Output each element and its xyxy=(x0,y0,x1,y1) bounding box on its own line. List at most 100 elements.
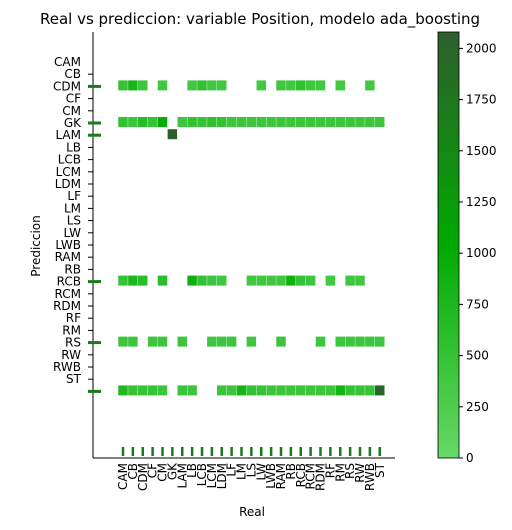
heatmap-cell xyxy=(345,336,355,347)
heatmap-cell xyxy=(335,336,345,347)
x-tick-label: LW xyxy=(254,463,268,481)
heatmap-cell xyxy=(345,117,355,127)
heatmap-cell xyxy=(355,385,365,396)
heatmap-cell xyxy=(118,385,128,396)
y-tick-label: LS xyxy=(67,214,81,228)
heatmap-cell xyxy=(345,275,355,286)
heatmap-cell xyxy=(217,336,227,347)
x-tick-label: CF xyxy=(146,463,160,478)
y-tick-label: RS xyxy=(65,336,81,350)
y-tick-label: CAM xyxy=(54,55,81,69)
y-tick-label: LCB xyxy=(58,153,81,167)
heatmap-cell xyxy=(138,117,148,127)
heatmap-cell xyxy=(226,385,237,396)
y-tick-label: ST xyxy=(66,372,82,386)
heatmap-cell xyxy=(375,385,385,396)
x-tick-label: LF xyxy=(225,463,239,477)
y-tick-label: RB xyxy=(64,262,81,276)
heatmap-cell xyxy=(345,385,355,396)
heatmap-cell xyxy=(128,336,138,347)
heatmap-cell xyxy=(305,80,316,91)
heatmap-cell xyxy=(118,117,128,127)
heatmap-cell xyxy=(197,117,207,127)
heatmap-cell xyxy=(118,336,128,347)
heatmap-cell xyxy=(197,80,207,91)
heatmap-cell xyxy=(207,275,217,286)
y-tick-label: CB xyxy=(64,67,81,81)
x-tick-label: LS xyxy=(244,463,258,477)
x-tick-label: CDM xyxy=(136,463,150,491)
heatmap-cell xyxy=(286,275,296,286)
colorbar-gradient xyxy=(437,31,460,459)
heatmap-cell xyxy=(266,275,276,286)
heatmap-cell xyxy=(325,117,336,127)
heatmap-cell xyxy=(276,336,286,347)
heatmap-cell xyxy=(226,117,237,127)
heatmap-cell xyxy=(226,336,237,347)
heatmap-cell xyxy=(355,117,365,127)
heatmap-cell xyxy=(335,385,345,396)
y-tick-label: CDM xyxy=(53,79,81,93)
heatmap-cell xyxy=(276,117,286,127)
heatmap-cell xyxy=(246,336,257,347)
heatmap-cell xyxy=(246,117,257,127)
heatmap-cell xyxy=(296,275,306,286)
heatmap-cell xyxy=(276,385,286,396)
heatmap-cell xyxy=(177,336,187,347)
heatmap-cell xyxy=(266,117,276,127)
heatmap-cell xyxy=(157,336,168,347)
heatmap-cell xyxy=(365,385,375,396)
heatmap-cell xyxy=(157,117,168,127)
heatmap-cell xyxy=(138,275,148,286)
heatmap-cell xyxy=(315,117,326,127)
heatmap-cell xyxy=(335,117,345,127)
heatmap-cell xyxy=(365,117,375,127)
x-tick-label: RWB xyxy=(363,463,377,491)
y-tick-label: LB xyxy=(66,140,81,154)
heatmap-cell xyxy=(355,336,365,347)
x-tick-label: RB xyxy=(284,463,298,480)
heatmap-cell xyxy=(167,129,178,140)
heatmap-cell xyxy=(256,80,266,91)
heatmap-cell xyxy=(305,117,316,127)
heatmap-cell xyxy=(138,80,148,91)
heatmap-cell xyxy=(177,385,187,396)
heatmap-cell xyxy=(246,385,257,396)
y-tick-label: LW xyxy=(64,226,82,240)
heatmap-cell xyxy=(296,80,306,91)
heatmap-cell xyxy=(315,385,326,396)
heatmap-cell xyxy=(138,385,148,396)
chart-title: Real vs prediccion: variable Position, m… xyxy=(40,10,480,29)
x-tick-label: RCM xyxy=(304,463,318,489)
x-tick-label: RM xyxy=(333,463,347,482)
heatmap-cell xyxy=(246,275,257,286)
x-tick-label: LAM xyxy=(175,463,189,489)
x-tick-label: LCB xyxy=(195,463,209,486)
y-axis-label: Prediccion xyxy=(29,215,43,277)
x-tick-label: LWB xyxy=(264,463,278,489)
colorbar-tick-label: 1000 xyxy=(466,246,497,260)
heatmap-cell xyxy=(128,275,138,286)
heatmap-cell xyxy=(236,117,247,127)
heatmap-cell xyxy=(305,385,316,396)
x-tick-label: LM xyxy=(235,463,249,480)
x-tick-label: RDM xyxy=(314,463,328,491)
heatmap-cell xyxy=(375,117,385,127)
heatmap-cell xyxy=(177,117,187,127)
heatmap-cell xyxy=(236,385,247,396)
heatmap-cell xyxy=(128,80,138,91)
heatmap-cell xyxy=(296,117,306,127)
heatmap-cell xyxy=(355,275,365,286)
heatmap-cell xyxy=(276,275,286,286)
heatmap-cell xyxy=(296,385,306,396)
heatmap-cell xyxy=(147,336,158,347)
x-tick-label: LB xyxy=(185,463,199,478)
x-tick-label: RAM xyxy=(274,463,288,489)
heatmap-cell xyxy=(256,117,266,127)
heatmap-cell xyxy=(286,117,296,127)
heatmap-cell xyxy=(365,80,375,91)
colorbar-tick-label: 500 xyxy=(466,349,489,363)
heatmap-cell xyxy=(187,275,197,286)
y-tick-label: LM xyxy=(64,201,81,215)
heatmap-cell xyxy=(286,80,296,91)
